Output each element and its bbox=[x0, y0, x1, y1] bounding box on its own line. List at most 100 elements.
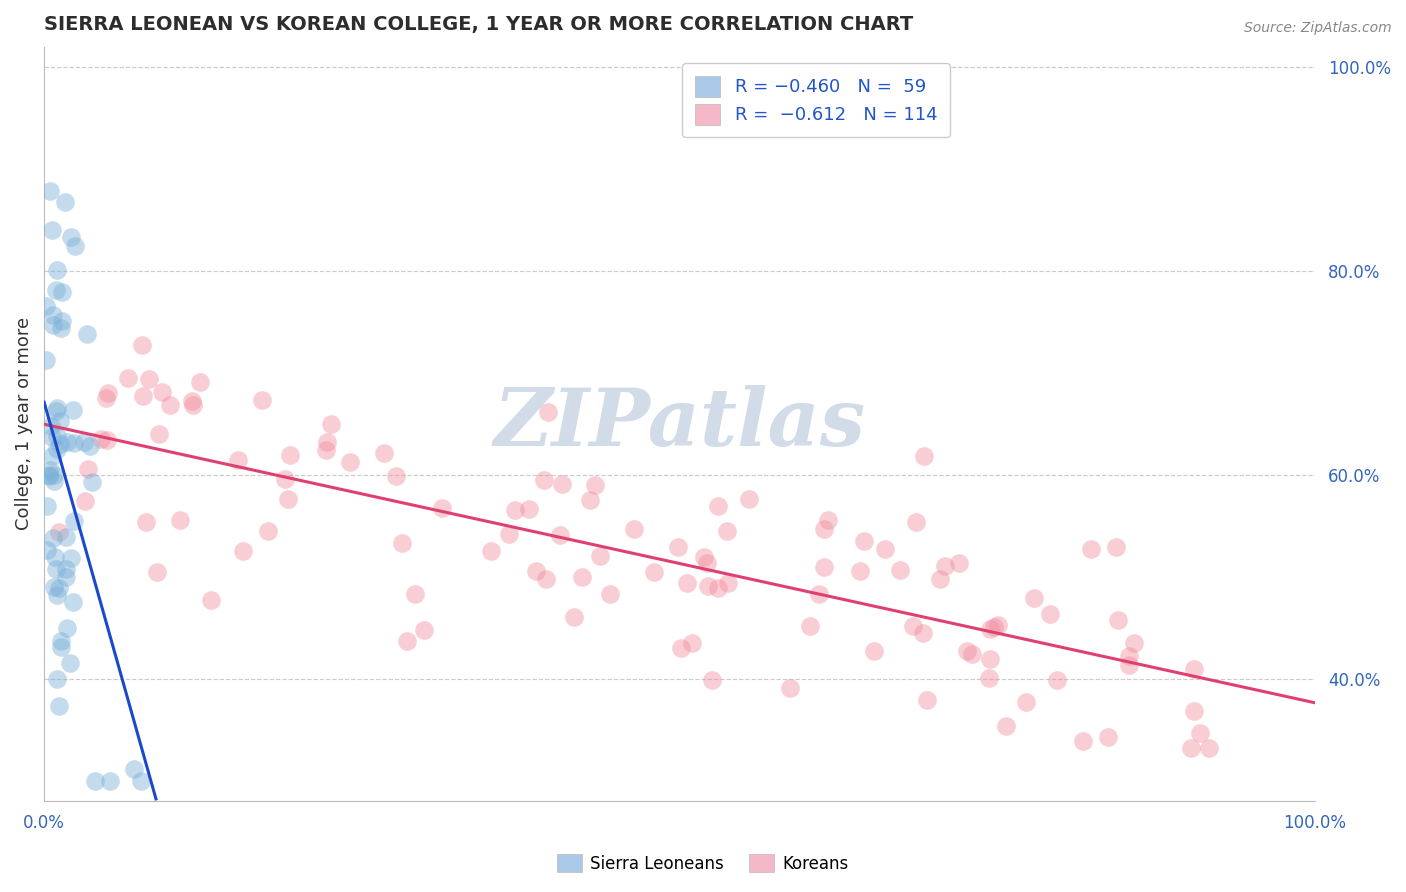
Point bbox=[697, 578, 720, 592]
Point bbox=[145, 565, 167, 579]
Point bbox=[1097, 730, 1119, 744]
Point bbox=[48, 414, 70, 428]
Point bbox=[1198, 741, 1220, 756]
Point bbox=[1182, 662, 1205, 676]
Point bbox=[583, 478, 606, 492]
Point bbox=[700, 673, 723, 687]
Point bbox=[42, 308, 65, 322]
Point bbox=[315, 443, 337, 458]
Point bbox=[48, 581, 70, 595]
Point bbox=[41, 429, 63, 443]
Point bbox=[44, 467, 66, 482]
Point bbox=[278, 448, 301, 462]
Point bbox=[384, 469, 406, 483]
Point bbox=[39, 418, 62, 433]
Y-axis label: College, 1 year or more: College, 1 year or more bbox=[15, 318, 32, 531]
Point bbox=[63, 239, 86, 253]
Point bbox=[150, 385, 173, 400]
Point bbox=[41, 450, 63, 464]
Point bbox=[46, 263, 69, 277]
Point bbox=[98, 773, 121, 788]
Point bbox=[479, 543, 502, 558]
Point bbox=[808, 587, 831, 601]
Point bbox=[200, 592, 222, 607]
Point bbox=[1118, 649, 1140, 664]
Point bbox=[849, 564, 872, 578]
Point bbox=[49, 634, 72, 648]
Point bbox=[929, 572, 952, 586]
Point bbox=[135, 515, 157, 529]
Point bbox=[77, 462, 100, 476]
Point bbox=[1189, 726, 1212, 740]
Point bbox=[339, 455, 361, 469]
Point bbox=[56, 621, 79, 635]
Point bbox=[813, 560, 835, 574]
Point bbox=[671, 641, 693, 656]
Point bbox=[273, 472, 295, 486]
Point bbox=[321, 417, 343, 432]
Point bbox=[912, 625, 935, 640]
Point bbox=[889, 563, 911, 577]
Point bbox=[96, 386, 118, 401]
Point bbox=[42, 580, 65, 594]
Point bbox=[56, 434, 79, 449]
Point bbox=[48, 698, 70, 713]
Point bbox=[62, 595, 84, 609]
Point bbox=[589, 549, 612, 563]
Point bbox=[51, 285, 73, 299]
Point bbox=[73, 493, 96, 508]
Point bbox=[548, 528, 571, 542]
Point bbox=[45, 442, 67, 457]
Point bbox=[707, 499, 730, 513]
Point bbox=[817, 514, 839, 528]
Point bbox=[42, 475, 65, 489]
Point bbox=[76, 327, 98, 342]
Point bbox=[96, 434, 118, 448]
Point bbox=[48, 524, 70, 539]
Point bbox=[232, 543, 254, 558]
Point bbox=[799, 619, 821, 633]
Point bbox=[517, 502, 540, 516]
Point bbox=[45, 401, 67, 415]
Point bbox=[979, 622, 1001, 636]
Point bbox=[63, 515, 86, 529]
Point bbox=[94, 392, 117, 406]
Legend: Sierra Leoneans, Koreans: Sierra Leoneans, Koreans bbox=[551, 847, 855, 880]
Point bbox=[129, 773, 152, 788]
Point bbox=[181, 393, 204, 408]
Point bbox=[148, 427, 170, 442]
Point bbox=[1107, 614, 1129, 628]
Point bbox=[693, 549, 716, 564]
Point bbox=[1080, 542, 1102, 557]
Point bbox=[35, 499, 58, 513]
Point bbox=[564, 610, 586, 624]
Point bbox=[132, 389, 155, 403]
Point bbox=[41, 223, 63, 237]
Point bbox=[44, 549, 66, 564]
Point bbox=[62, 436, 84, 450]
Point bbox=[983, 620, 1005, 634]
Point bbox=[256, 524, 278, 538]
Point bbox=[956, 643, 979, 657]
Point bbox=[666, 541, 689, 555]
Point bbox=[706, 581, 728, 595]
Point bbox=[51, 640, 73, 655]
Point bbox=[51, 320, 73, 334]
Point bbox=[1182, 705, 1205, 719]
Point bbox=[55, 562, 77, 576]
Point bbox=[391, 536, 413, 550]
Point bbox=[131, 337, 153, 351]
Point bbox=[124, 762, 146, 776]
Point bbox=[779, 681, 801, 695]
Point bbox=[578, 492, 600, 507]
Point bbox=[34, 299, 56, 313]
Point bbox=[188, 375, 211, 389]
Point bbox=[250, 393, 273, 408]
Point bbox=[1118, 657, 1140, 672]
Point bbox=[934, 558, 956, 573]
Point bbox=[738, 491, 761, 506]
Point bbox=[979, 652, 1001, 666]
Point bbox=[226, 453, 249, 467]
Legend: R = −0.460   N =  59, R =  −0.612   N = 114: R = −0.460 N = 59, R = −0.612 N = 114 bbox=[682, 63, 950, 137]
Point bbox=[533, 473, 555, 487]
